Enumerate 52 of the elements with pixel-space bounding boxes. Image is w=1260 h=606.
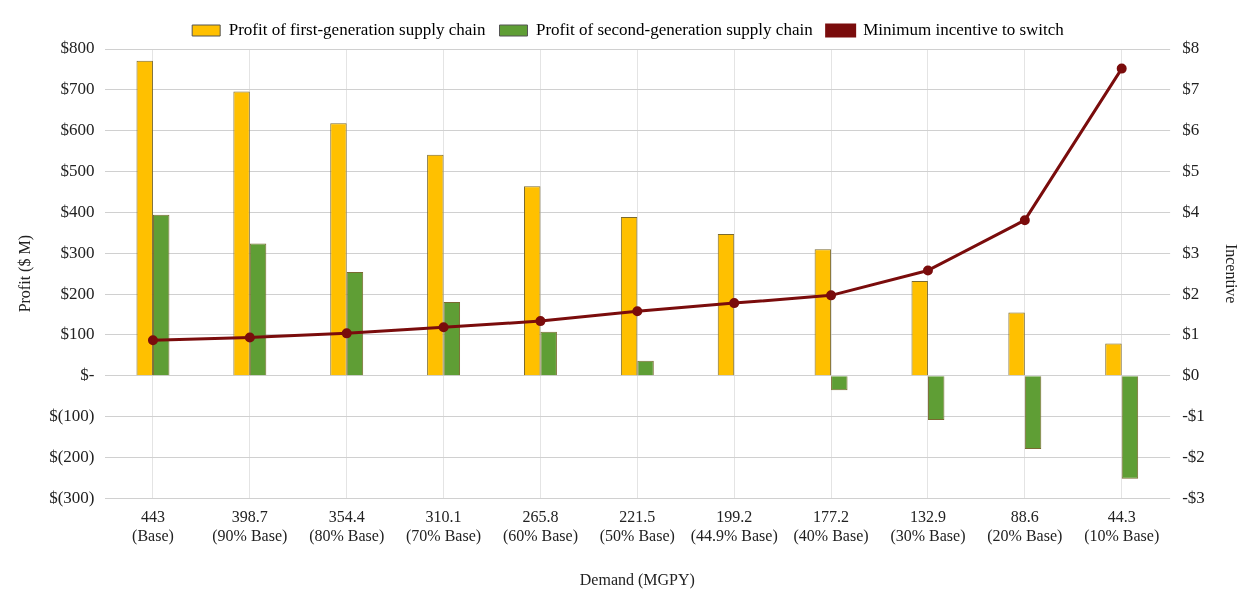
y2-tick-label: $1 [1182,324,1200,344]
y2-tick-label: $5 [1182,161,1200,181]
y-tick-label: $200 [60,283,95,303]
y-tick-label: $100 [60,324,95,344]
point [922,265,933,276]
point [535,316,546,327]
x-tick-label: 443 (Base) [132,508,174,546]
x-axis-title: Demand (MGPY) [579,570,695,589]
y2-tick-label: $6 [1182,120,1200,140]
legend-label: Profit of first-generation supply chain [228,19,486,39]
y2-tick-label: $3 [1182,242,1200,262]
point [1019,215,1030,226]
y2-tick-label: $8 [1182,38,1200,58]
y-tick-label: $(100) [49,406,95,426]
legend-label: Profit of second-generation supply chain [536,19,814,39]
y-tick-label: $400 [60,201,95,221]
y2-tick-label: $2 [1182,283,1200,303]
x-tick-label: 44.3 (10% Base) [1084,508,1160,546]
x-tick-label: 199.2 (44.9% Base) [690,508,778,546]
y-tick-label: $700 [60,79,95,99]
x-tick-label: 132.9 (30% Base) [890,508,966,546]
y2-tick-label: -$1 [1182,406,1205,426]
point [729,298,740,309]
point [244,332,255,343]
y-tick-label: $600 [60,120,95,140]
x-tick-label: 177.2 (40% Base) [793,508,869,546]
point [341,328,352,339]
x-tick-label: 354.4 (80% Base) [309,508,385,546]
y-tick-label: $- [80,365,95,385]
y2-tick-label: -$2 [1182,447,1205,467]
y2-axis-title: Incentive [1223,243,1241,304]
y2-tick-label: $4 [1182,201,1200,221]
x-tick-label: 88.6 (20% Base) [987,508,1063,546]
y-tick-label: $(200) [49,447,95,467]
x-tick-label: 310.1 (70% Base) [406,508,482,546]
y2-tick-label: -$3 [1182,487,1205,507]
x-tick-label: 398.7 (90% Base) [212,508,288,546]
y2-tick-label: $7 [1182,79,1200,99]
point [147,335,158,346]
point [1116,63,1127,74]
legend-label: Minimum incentive to switch [863,19,1065,39]
y-tick-label: $800 [60,38,95,58]
y-tick-label: $(300) [49,487,95,507]
y-tick-label: $500 [60,161,95,181]
point [826,290,837,301]
y2-tick-label: $0 [1182,365,1200,385]
y-axis-title: Profit ($ M) [15,235,34,313]
point [438,322,449,333]
x-tick-label: 221.5 (50% Base) [599,508,675,546]
y-tick-label: $300 [60,242,95,262]
x-tick-label: 265.8 (60% Base) [502,508,578,546]
point [632,306,643,317]
